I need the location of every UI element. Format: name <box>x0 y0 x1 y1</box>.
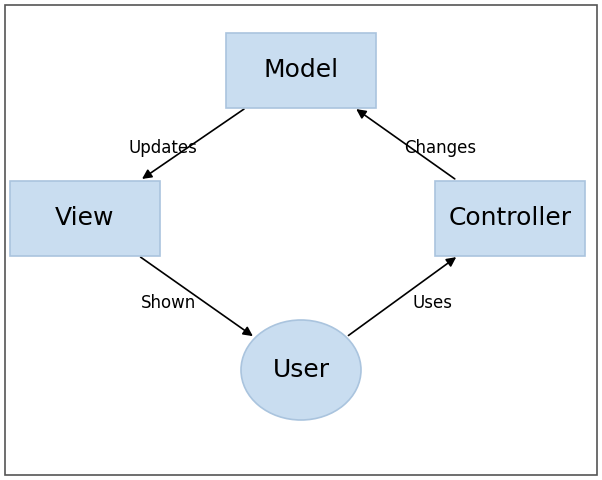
Bar <box>10 180 160 255</box>
Text: Updates: Updates <box>129 139 197 157</box>
Text: Shown: Shown <box>140 294 196 312</box>
Text: Model: Model <box>264 58 338 82</box>
Ellipse shape <box>241 320 361 420</box>
Text: Uses: Uses <box>412 294 452 312</box>
Bar <box>226 33 376 108</box>
Text: User: User <box>273 358 329 382</box>
Text: Controller: Controller <box>448 206 571 230</box>
Bar <box>435 180 585 255</box>
Text: View: View <box>55 206 115 230</box>
Text: Changes: Changes <box>404 139 476 157</box>
